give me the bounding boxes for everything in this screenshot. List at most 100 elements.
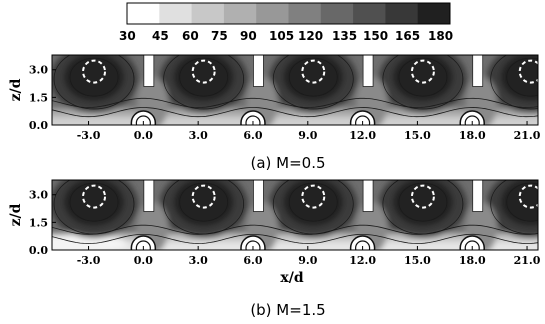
vortex-contour — [382, 180, 464, 235]
x-tick-label: 21.0 — [514, 254, 541, 267]
hole-ring — [245, 115, 261, 125]
vortex-marker — [410, 59, 435, 84]
contour-bands — [52, 180, 538, 250]
x-tick-label: 15.0 — [404, 254, 431, 267]
x-tick-label: 6.0 — [243, 254, 262, 267]
y-tick-label: 3.0 — [29, 189, 48, 202]
vortex-marker — [410, 184, 435, 209]
colorbar-swatch — [385, 3, 419, 24]
hole-marker — [459, 110, 485, 125]
y-tick-label: 3.0 — [29, 64, 48, 77]
contour-field-b — [52, 180, 538, 250]
x-tick-label: 12.0 — [349, 254, 376, 267]
colorbar-tick-label: 135 — [332, 29, 357, 43]
slot-marker — [253, 180, 264, 212]
colorbar-swatch — [288, 3, 322, 24]
hole-marker — [240, 110, 266, 125]
y-tick-label: 1.5 — [29, 91, 48, 104]
vortex-core — [283, 180, 344, 227]
axes-b: -3.0 0.0 3.0 6.0 9.0 12.0 15.0 18.0 21.0 0.0 1.5 3.… — [29, 179, 541, 267]
vortex-contour — [382, 55, 464, 110]
hole-marker — [130, 235, 157, 250]
ylabel-b: z/d — [8, 203, 24, 226]
colorbar-frame — [126, 2, 451, 25]
vortex-contour — [69, 57, 119, 97]
x-tick-label: 21.0 — [514, 129, 541, 142]
contour-panel-b: -3.0 0.0 3.0 6.0 9.0 12.0 15.0 18.0 21.0 0.0 1.5 3.… — [8, 179, 541, 319]
x-tick-label: 18.0 — [459, 254, 486, 267]
contour-line — [52, 224, 538, 235]
y-tick-label: 0.0 — [29, 119, 48, 132]
vortex-contour — [179, 182, 229, 222]
slot-marker — [362, 55, 374, 87]
hole-marker — [349, 235, 376, 250]
x-tick-label: 6.0 — [243, 129, 262, 142]
axes-a: -3.0 0.0 3.0 6.0 9.0 12.0 15.0 18.0 21.0 0.0 1.5 3.… — [29, 54, 541, 142]
vortex-contour — [288, 57, 338, 97]
vortex-core — [500, 55, 538, 102]
vortex-contour — [272, 55, 354, 110]
hole-ring — [135, 115, 151, 125]
vortex-contour — [53, 55, 135, 110]
vortex-core — [392, 55, 453, 102]
vortex-contour — [272, 180, 354, 235]
plot-frame — [51, 54, 539, 126]
colorbar-tick-label: 45 — [152, 29, 169, 43]
hole-marker — [459, 235, 485, 250]
x-tick-label: -3.0 — [77, 129, 101, 142]
caption-b: (b) M=1.5 — [250, 301, 325, 319]
slot-marker — [143, 180, 155, 212]
vortex-contour — [163, 55, 245, 110]
vortex-marker — [301, 184, 326, 209]
hole-ring — [135, 240, 151, 250]
vortex-core — [64, 55, 125, 102]
vortex-marker — [191, 184, 216, 209]
x-tick-label: 0.0 — [134, 129, 153, 142]
vortex-marker — [191, 59, 216, 84]
x-tick-label: 3.0 — [189, 129, 208, 142]
wall-band-inner — [52, 116, 538, 125]
vortex-marker — [82, 184, 107, 209]
caption-a: (a) M=0.5 — [250, 154, 325, 172]
colorbar-tick-label: 165 — [395, 29, 420, 43]
vortex-contour — [506, 57, 538, 97]
colorbar-tick-label: 105 — [269, 29, 294, 43]
y-tick-label: 0.0 — [29, 244, 48, 257]
slot-marker — [472, 55, 484, 87]
vortex-contour — [53, 180, 135, 235]
colorbar-swatch — [417, 3, 451, 24]
vortex-core — [173, 180, 234, 227]
plot-frame — [51, 179, 539, 251]
vortex-marker — [518, 184, 538, 209]
vortex-core — [283, 55, 344, 102]
vortex-contour — [506, 182, 538, 222]
colorbar-tick-label: 120 — [298, 29, 323, 43]
contour-field-a — [52, 55, 538, 125]
contour-line — [52, 97, 538, 108]
colorbar-swatch — [127, 3, 160, 24]
colorbar-swatch — [256, 3, 289, 24]
vortex-marker — [301, 59, 326, 84]
colorbar-tick-label: 180 — [428, 29, 453, 43]
colorbar-tick-label: 150 — [363, 29, 388, 43]
vortex-contour — [398, 182, 448, 222]
colorbar-tick-label: 30 — [119, 29, 136, 43]
wall-band-inner — [52, 241, 538, 250]
hole-ring — [464, 115, 480, 125]
contour-lines — [52, 55, 538, 118]
x-tick-label: 9.0 — [298, 254, 317, 267]
colorbar-tick-label: 90 — [240, 29, 257, 43]
colorbar: 30 45 60 75 90 105 120 135 150 165 180 — [119, 2, 453, 43]
contour-line — [52, 107, 538, 118]
slot-marker — [472, 180, 484, 212]
colorbar-swatch — [191, 3, 225, 24]
vortex-marker — [82, 59, 107, 84]
hole-marker — [240, 235, 266, 250]
ylabel-a: z/d — [8, 78, 24, 101]
vortex-core — [64, 180, 125, 227]
vortex-contour — [288, 182, 338, 222]
xlabel-b: x/d — [280, 270, 303, 286]
vortex-contour — [163, 180, 245, 235]
hole-marker — [349, 110, 376, 125]
